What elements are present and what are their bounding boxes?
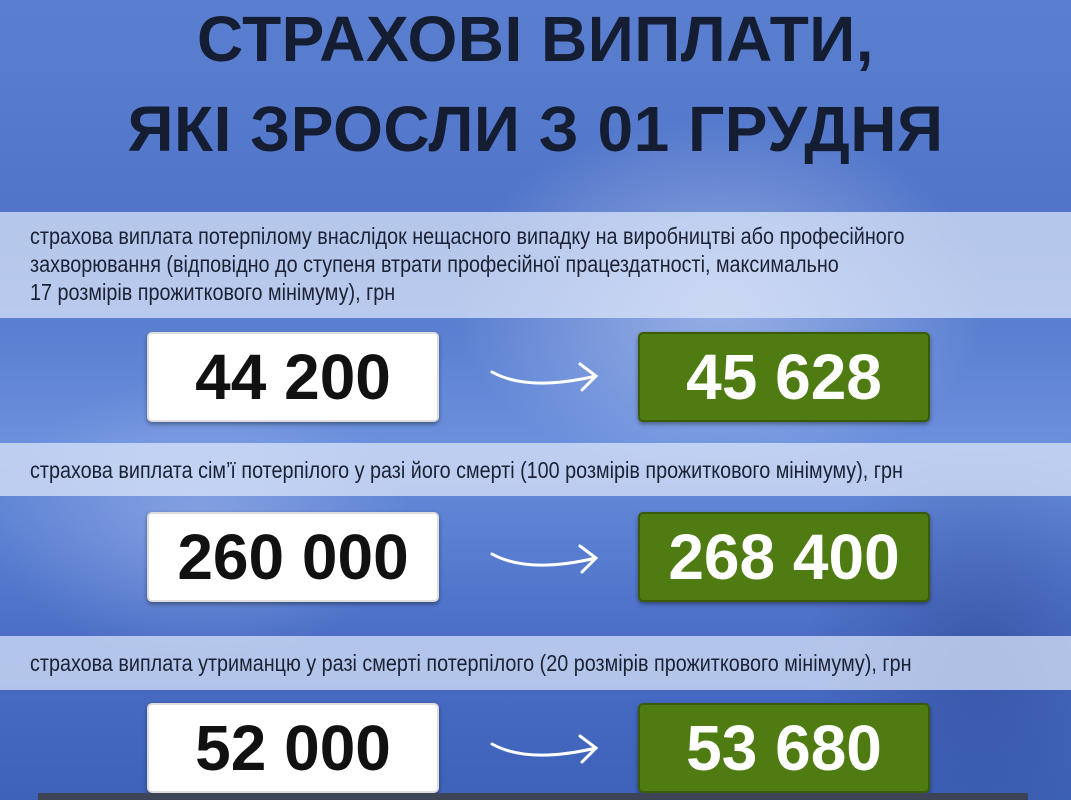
row-1-new-value: 45 628 [638, 332, 930, 422]
row-1-label-band: страхова виплата потерпілому внаслідок н… [0, 212, 1071, 318]
row-1-label-line-3: 17 розмірів прожиткового мінімуму), грн [30, 279, 396, 305]
row-2-label-band: страхова виплата сім’ї потерпілого у раз… [0, 443, 1071, 496]
row-3-old-value: 52 000 [147, 703, 439, 793]
curved-arrow-right-icon [490, 734, 599, 764]
bottom-bar [38, 793, 1028, 800]
row-3-new-value: 53 680 [638, 703, 930, 793]
row-1-label-line-2: захворювання (відповідно до ступеня втра… [30, 251, 839, 277]
row-1-label-line-1: страхова виплата потерпілому внаслідок н… [30, 223, 905, 249]
curved-arrow-right-icon [490, 544, 599, 574]
row-2-old-value: 260 000 [147, 512, 439, 602]
title-line-1: СТРАХОВІ ВИПЛАТИ, [196, 3, 875, 75]
curved-arrow-right-icon [490, 362, 599, 392]
title-line-2: ЯКІ ЗРОСЛИ З 01 ГРУДНЯ [127, 93, 944, 165]
row-3-label-line-1: страхова виплата утриманцю у разі смерті… [30, 650, 912, 676]
row-3-label-band: страхова виплата утриманцю у разі смерті… [0, 636, 1071, 690]
row-2-label-line-1: страхова виплата сім’ї потерпілого у раз… [30, 457, 903, 483]
row-2-new-value: 268 400 [638, 512, 930, 602]
row-1-old-value: 44 200 [147, 332, 439, 422]
